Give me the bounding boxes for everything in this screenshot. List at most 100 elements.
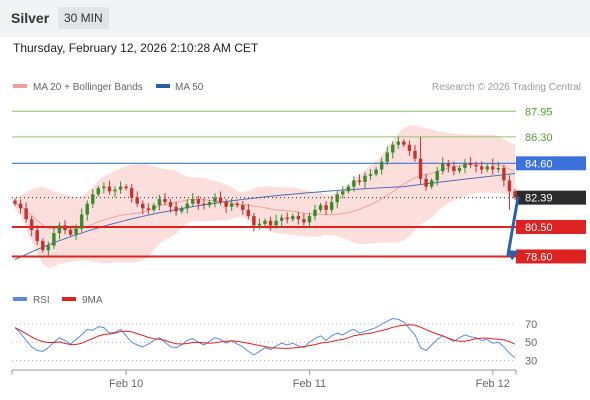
forecast-arrow-shaft <box>506 196 520 256</box>
candle-body <box>335 194 339 203</box>
candle-body <box>196 199 201 204</box>
symbol-title: Silver <box>11 10 50 26</box>
candle-body <box>168 202 173 207</box>
pivot-box <box>516 156 586 171</box>
forecast-arrow-head <box>506 249 519 261</box>
candle-body <box>479 166 484 170</box>
legend-swatch-ma50 <box>156 84 170 88</box>
candle-body <box>157 199 162 206</box>
candle-body <box>457 167 462 172</box>
candle-body <box>368 174 373 176</box>
candle-body <box>307 216 312 223</box>
candle-body <box>218 197 223 203</box>
support-box <box>516 249 586 264</box>
candle-body <box>129 188 134 198</box>
candle-body <box>441 163 445 172</box>
candle-body <box>418 158 423 179</box>
candle-body <box>474 164 478 167</box>
candle-body <box>268 220 273 226</box>
rsi-tick-label: 30 <box>525 356 537 368</box>
candle-body <box>102 186 106 189</box>
legend-swatch-ma20 <box>13 84 27 88</box>
interval-badge[interactable]: 30 MIN <box>58 7 109 29</box>
support-label: 80.50 <box>525 222 553 234</box>
candle-body <box>302 219 306 223</box>
candle-body <box>24 208 28 220</box>
candle-body <box>491 166 495 170</box>
candle-body <box>202 203 206 206</box>
candle-body <box>85 203 89 215</box>
candle-body <box>279 217 284 221</box>
candle-body <box>235 203 239 206</box>
rsi-tick-label: 50 <box>525 337 537 349</box>
candle-body <box>352 180 356 187</box>
candle-body <box>174 206 178 212</box>
chart-datetime: Thursday, February 12, 2026 2:10:28 AM C… <box>13 41 259 55</box>
candle-body <box>124 186 128 189</box>
candle-body <box>346 186 351 192</box>
candle-body <box>163 199 167 203</box>
candle-body <box>485 166 489 170</box>
candle-body <box>274 220 278 226</box>
candle-body <box>374 169 378 175</box>
legend-swatch-rsi-ma <box>62 297 76 301</box>
candle-body <box>391 144 395 153</box>
candle-body <box>424 178 428 187</box>
candle-body <box>313 209 317 217</box>
candle-body <box>496 167 501 170</box>
candle-body <box>363 175 367 182</box>
legend-label-rsi-ma: 9MA <box>82 295 103 306</box>
candle-body <box>463 163 467 168</box>
candle-body <box>407 144 412 151</box>
candle-body <box>502 167 506 181</box>
candle-body <box>74 228 78 235</box>
candle-body <box>57 225 62 234</box>
candle-body <box>241 205 245 210</box>
candle-body <box>96 188 101 195</box>
candle-body <box>107 186 112 192</box>
candle-body <box>207 202 212 206</box>
x-axis-tick-label: Feb 12 <box>476 378 510 390</box>
candle-body <box>324 205 328 210</box>
candle-body <box>46 245 51 251</box>
candle-body <box>68 230 73 235</box>
last-price-box <box>516 190 586 205</box>
candle-body <box>79 214 84 229</box>
candle-body <box>385 152 389 162</box>
candle-body <box>468 163 473 165</box>
rsi-tick-label: 70 <box>525 319 537 331</box>
ma20-line <box>14 162 516 230</box>
candle-body <box>118 186 123 190</box>
candle-body <box>435 171 439 181</box>
candle-body <box>263 220 267 224</box>
candle-body <box>152 205 156 210</box>
legend-label-rsi: RSI <box>33 295 50 306</box>
candle-body <box>229 203 234 207</box>
candle-body <box>18 203 23 209</box>
candle-body <box>63 225 67 231</box>
candle-body <box>29 219 34 231</box>
candle-body <box>446 163 451 167</box>
candle-body <box>452 166 456 172</box>
candle-body <box>91 194 95 204</box>
candle-body <box>213 197 217 203</box>
candle-body <box>329 202 334 210</box>
candle-body <box>285 217 289 220</box>
candle-body <box>396 141 401 145</box>
candle-body <box>429 180 434 187</box>
candle-body <box>291 216 295 220</box>
candle-body <box>296 216 301 220</box>
candle-body <box>41 240 45 251</box>
candle-body <box>246 209 251 217</box>
candle-body <box>507 180 512 192</box>
resistance-label: 87.95 <box>525 106 553 118</box>
support-label: 78.60 <box>525 251 553 263</box>
candle-body <box>402 141 406 145</box>
pivot-label: 84.60 <box>525 158 553 170</box>
legend-label-ma20: MA 20 + Bollinger Bands <box>33 82 143 93</box>
support-box <box>516 219 586 234</box>
legend-swatch-rsi <box>13 297 27 301</box>
chart-header: Silver 30 MIN <box>0 0 590 37</box>
candle-body <box>146 208 151 210</box>
